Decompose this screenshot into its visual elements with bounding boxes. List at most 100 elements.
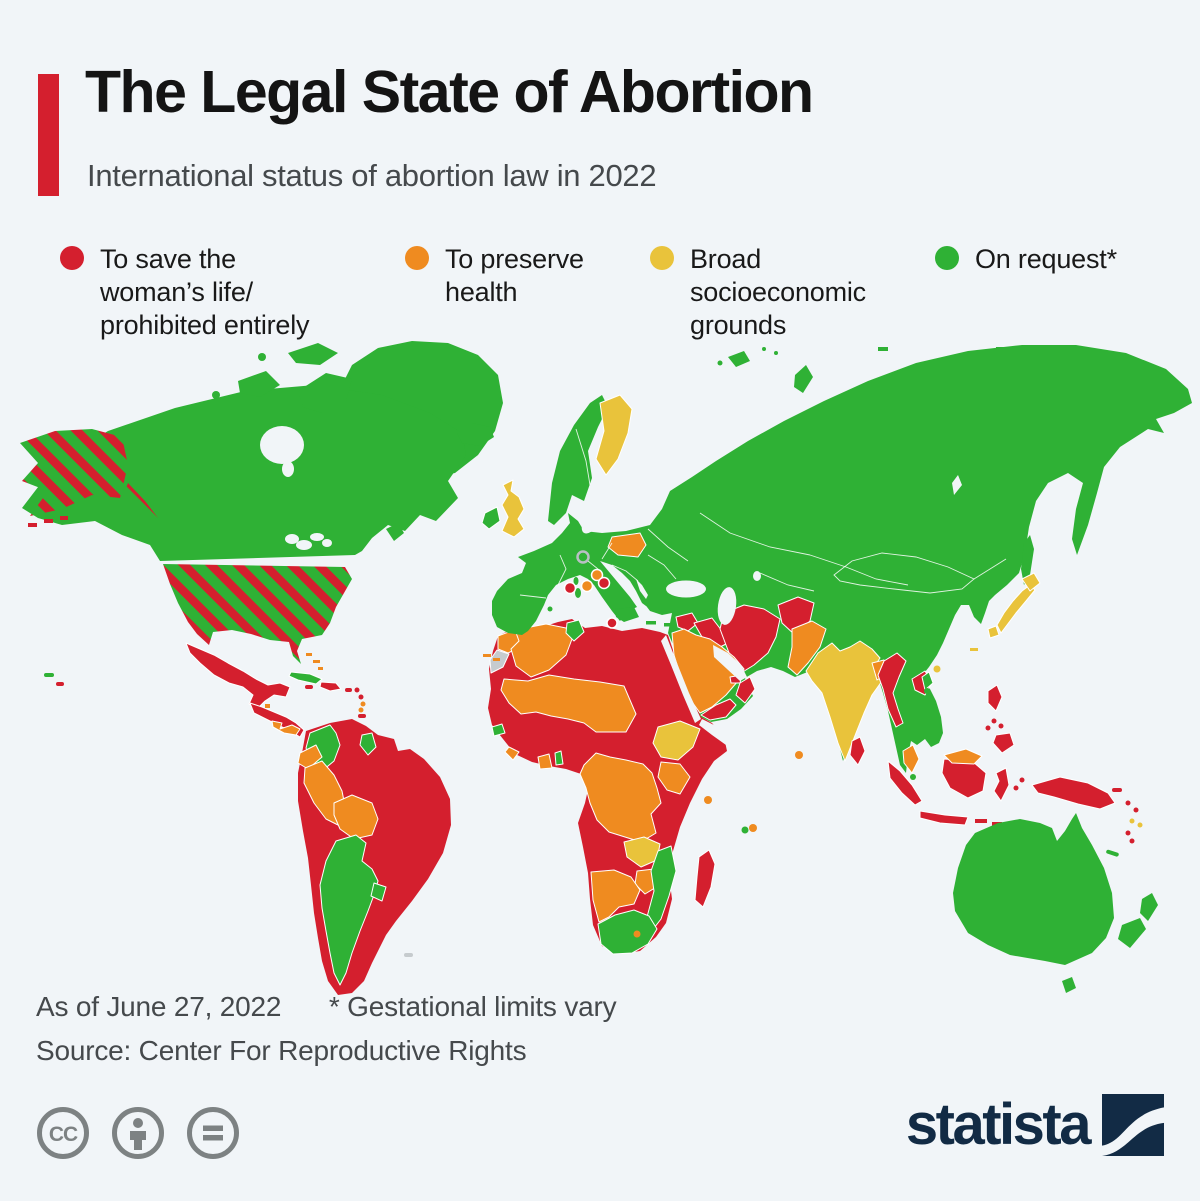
page-subtitle: International status of abortion law in … <box>87 158 657 193</box>
microstate-liechtenstein <box>590 568 604 582</box>
statista-wordmark: statista <box>905 1092 1092 1157</box>
legend-item-socioeconomic: Broad socioeconomic grounds <box>650 243 866 342</box>
region-mediterranean-islands <box>547 577 672 627</box>
region-western-sahara <box>489 649 510 674</box>
region-canada <box>22 385 466 561</box>
region-lesotho <box>633 930 641 938</box>
black-sea <box>666 580 706 598</box>
region-new-zealand-south <box>1118 918 1146 948</box>
statista-logo-mark <box>1102 1094 1164 1156</box>
region-eurasia-base <box>492 345 1192 773</box>
legend-dot-red <box>60 246 84 270</box>
legend-label: On request* <box>975 244 1117 274</box>
legend-label: To preserve health <box>445 244 584 307</box>
legend-item-save-life: To save the woman’s life/ prohibited ent… <box>60 243 310 342</box>
region-bolivia <box>333 794 379 840</box>
region-congo-basin <box>579 752 662 843</box>
region-borneo <box>941 758 987 799</box>
region-okinawa <box>970 648 978 651</box>
region-arctic-island-victoria <box>238 371 280 397</box>
region-canary-islands <box>483 654 500 661</box>
no-derivatives-icon <box>187 1107 239 1159</box>
region-sicily <box>615 607 639 622</box>
attribution-icon <box>112 1107 164 1159</box>
region-india <box>805 640 883 762</box>
region-new-caledonia <box>1106 849 1119 857</box>
region-ecuador <box>297 744 323 770</box>
region-arctic-island-ellesmere <box>288 343 338 365</box>
region-tunisia <box>565 619 585 642</box>
region-benin <box>554 750 564 766</box>
legend-item-preserve-health: To preserve health <box>405 243 584 309</box>
footnotes: As of June 27, 2022 * Gestational limits… <box>36 991 617 1023</box>
region-pakistan <box>787 620 827 676</box>
inland-seas <box>581 475 962 745</box>
microstate-malta <box>606 617 618 629</box>
region-belize <box>265 704 270 708</box>
legend-dot-yellow <box>650 246 674 270</box>
region-united-kingdom <box>501 479 525 538</box>
region-philippines-mindanao <box>992 732 1015 754</box>
region-taiwan <box>921 671 934 691</box>
region-middle-east-south-asia <box>671 596 933 774</box>
region-japan-hokkaido <box>1021 572 1041 592</box>
region-costa-rica-panama <box>271 720 301 736</box>
svg-text:CC: CC <box>49 1123 78 1146</box>
region-sakhalin <box>1021 535 1034 585</box>
legend-dot-orange <box>405 246 429 270</box>
region-new-zealand-north <box>1140 893 1158 921</box>
region-fiji <box>1129 818 1143 828</box>
great-lakes <box>285 534 299 544</box>
region-africa <box>483 619 803 955</box>
region-south-africa <box>597 909 658 955</box>
region-yemen <box>700 698 737 721</box>
region-singapore <box>910 774 916 780</box>
region-moluccas <box>1013 777 1025 791</box>
region-newfoundland <box>386 523 404 541</box>
region-malaysia <box>902 744 920 774</box>
region-bahamas-dots <box>306 653 323 670</box>
region-alaska <box>20 429 128 516</box>
region-borneo-north-malaysia <box>943 748 983 765</box>
region-new-guinea <box>1031 776 1116 810</box>
region-sumatra <box>887 760 923 806</box>
region-solomons-vanuatu <box>1125 800 1139 844</box>
region-guyana <box>359 732 377 756</box>
license-icons: CC <box>36 1106 240 1160</box>
region-liberia <box>504 746 520 761</box>
red-sea <box>661 635 701 723</box>
region-jamaica <box>305 685 313 689</box>
region-iceland <box>457 423 494 446</box>
region-ghana <box>537 753 553 770</box>
region-madagascar <box>694 849 716 908</box>
legend-label: To save the woman’s life/ prohibited ent… <box>100 244 310 340</box>
page-title: The Legal State of Abortion <box>85 59 814 125</box>
region-hong-kong <box>933 665 941 673</box>
region-eurasia <box>457 345 1192 773</box>
region-hainan <box>924 688 930 694</box>
caspian-sea <box>717 587 737 625</box>
region-ireland <box>481 506 501 530</box>
region-oman <box>735 676 756 704</box>
region-hawaii <box>44 673 54 677</box>
microstate-dots-europe <box>563 550 618 629</box>
region-syria <box>675 612 699 632</box>
region-philippines-visayas <box>985 718 1004 731</box>
region-uruguay <box>370 882 387 902</box>
borders-europe-asia <box>519 428 1007 599</box>
region-argentina <box>319 834 379 986</box>
legend-item-on-request: On request* <box>935 243 1117 276</box>
title-accent-bar <box>38 74 59 196</box>
aral-sea <box>753 571 761 581</box>
region-finland <box>595 394 633 476</box>
region-cuba <box>288 671 323 685</box>
region-japan-honshu <box>996 584 1036 634</box>
region-arctic-islands-eurasia <box>717 347 1006 393</box>
creative-commons-icon: CC <box>37 1107 89 1159</box>
microstate-no-data <box>576 550 590 564</box>
region-east-asia-pacific <box>887 572 1158 993</box>
region-algeria <box>510 623 573 678</box>
region-new-britain <box>1112 788 1122 792</box>
world-map <box>20 341 1192 995</box>
region-north-america <box>20 341 503 738</box>
